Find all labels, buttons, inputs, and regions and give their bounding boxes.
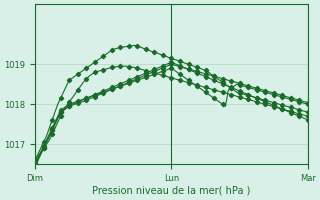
X-axis label: Pression niveau de la mer( hPa ): Pression niveau de la mer( hPa ) [92, 186, 251, 196]
